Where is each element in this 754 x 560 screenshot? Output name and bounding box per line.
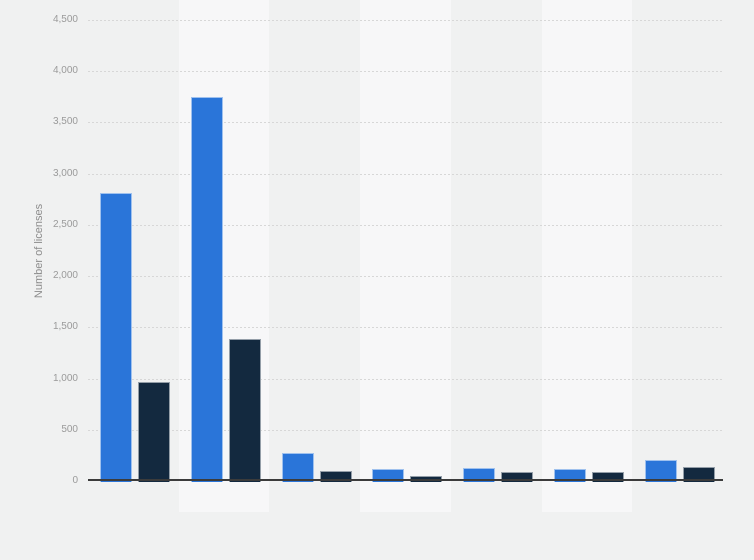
- bar-dark-navy-series[interactable]: [591, 471, 624, 482]
- y-gridline: [88, 224, 723, 226]
- bar-dark-navy-series[interactable]: [410, 475, 443, 482]
- y-gridline: [88, 20, 723, 21]
- y-tick-label: 0: [72, 475, 78, 486]
- y-gridline: [88, 327, 723, 329]
- y-gridline: [88, 378, 723, 380]
- bar-dark-navy-series[interactable]: [229, 338, 261, 482]
- y-gridline: [88, 276, 723, 278]
- bar-dark-navy-series[interactable]: [319, 470, 352, 482]
- bar-blue-series[interactable]: [463, 467, 496, 482]
- y-tick-label: 2,000: [52, 270, 78, 282]
- y-tick-label: 4,500: [52, 14, 78, 25]
- y-tick-label: 3,500: [52, 116, 78, 128]
- bar-blue-series[interactable]: [644, 459, 677, 482]
- bar-dark-navy-series[interactable]: [138, 381, 171, 482]
- bar-blue-series[interactable]: [372, 468, 405, 482]
- y-tick-label: 1,000: [52, 372, 78, 384]
- y-tick-label: 500: [61, 423, 78, 435]
- y-tick-label: 2,500: [52, 218, 78, 230]
- bar-blue-series[interactable]: [191, 96, 223, 482]
- y-gridline: [88, 122, 723, 124]
- y-gridline: [88, 429, 723, 431]
- bar-dark-navy-series[interactable]: [682, 466, 715, 482]
- plot-band: [360, 0, 451, 512]
- bar-dark-navy-series[interactable]: [501, 472, 534, 482]
- bar-blue-series[interactable]: [281, 453, 314, 482]
- plot-band: [541, 0, 633, 512]
- y-tick-label: 4,000: [52, 65, 78, 77]
- bar-blue-series[interactable]: [100, 193, 133, 482]
- x-axis-line: [88, 479, 723, 481]
- bar-blue-series[interactable]: [553, 468, 586, 482]
- y-tick-label: 1,500: [52, 321, 78, 333]
- y-gridline: [88, 71, 723, 73]
- y-tick-label: 3,000: [52, 167, 78, 179]
- y-gridline: [88, 173, 723, 175]
